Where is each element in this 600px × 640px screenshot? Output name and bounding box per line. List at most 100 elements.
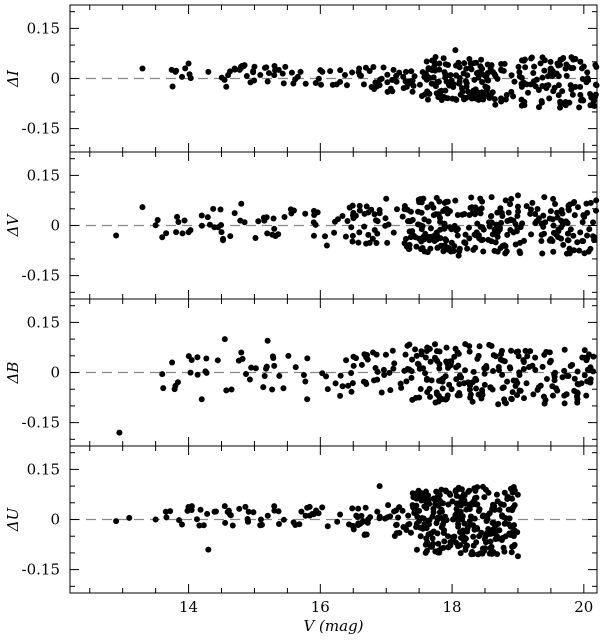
data-point [480, 512, 487, 519]
data-point [214, 357, 221, 364]
data-point [495, 401, 502, 408]
data-point [497, 244, 504, 251]
data-point [276, 372, 283, 379]
data-point [327, 68, 334, 75]
data-point [456, 78, 463, 85]
data-point [441, 538, 448, 545]
data-point [363, 531, 370, 538]
data-point [188, 356, 195, 363]
data-point [515, 353, 522, 360]
data-point [488, 548, 495, 555]
data-point [211, 224, 218, 231]
data-point [505, 209, 512, 216]
data-point [494, 209, 501, 216]
data-point [349, 505, 356, 512]
data-point [508, 396, 515, 403]
data-point [424, 96, 431, 103]
data-point [324, 523, 331, 530]
data-point [456, 381, 463, 388]
data-point [390, 365, 397, 372]
data-point [355, 505, 362, 512]
data-point [528, 54, 535, 61]
data-point [550, 248, 557, 255]
data-point [473, 539, 480, 546]
data-point [377, 76, 384, 83]
data-point [417, 533, 424, 540]
data-point [470, 533, 477, 540]
data-point [393, 521, 400, 528]
data-point [509, 543, 516, 550]
data-point [315, 75, 322, 82]
data-point [517, 224, 524, 231]
data-point [448, 239, 455, 246]
y-axis-label: ΔU [4, 506, 22, 532]
data-point [499, 385, 506, 392]
data-point [404, 342, 411, 349]
data-point [530, 69, 537, 76]
data-point [343, 82, 350, 89]
data-point [228, 386, 235, 393]
data-point [374, 508, 381, 515]
data-point [399, 507, 406, 514]
data-point [385, 221, 392, 228]
data-point [399, 213, 406, 220]
data-point [535, 86, 542, 93]
data-point [547, 237, 554, 244]
data-point [532, 211, 539, 218]
data-point [466, 235, 473, 242]
data-point [372, 364, 379, 371]
data-point [261, 372, 268, 379]
data-point [486, 510, 493, 517]
data-point [492, 353, 499, 360]
data-point [506, 515, 513, 522]
data-point [337, 511, 344, 518]
y-tick-label: 0.15 [27, 460, 60, 478]
data-point [280, 80, 287, 87]
data-point [509, 529, 516, 536]
data-point [285, 352, 292, 359]
data-point [378, 389, 385, 396]
data-point [489, 231, 496, 238]
data-point [430, 204, 437, 211]
data-point [139, 204, 146, 211]
data-point [425, 345, 432, 352]
data-point [407, 208, 414, 215]
data-point [217, 206, 224, 213]
data-point [441, 396, 448, 403]
data-point [574, 368, 581, 375]
data-point [489, 89, 496, 96]
data-point [510, 93, 517, 100]
panel-3: -0.15 0 0.15 ΔU [4, 445, 598, 594]
data-point [563, 218, 570, 225]
data-point [581, 347, 588, 354]
data-point [169, 359, 176, 366]
data-point [523, 380, 530, 387]
data-point [419, 223, 426, 230]
data-point [454, 232, 461, 239]
data-point [324, 386, 331, 393]
data-point [433, 230, 440, 237]
data-point [461, 492, 468, 499]
data-point [387, 387, 394, 394]
data-point [455, 252, 462, 259]
data-point [433, 348, 440, 355]
data-point [584, 232, 591, 239]
data-point [420, 233, 427, 240]
data-point [587, 364, 594, 371]
data-point [370, 64, 377, 71]
data-point [546, 215, 553, 222]
data-point [368, 206, 375, 213]
data-point [456, 389, 463, 396]
data-point [441, 220, 448, 227]
data-point [524, 353, 531, 360]
data-point [196, 522, 203, 529]
data-point [264, 512, 271, 519]
data-point [432, 548, 439, 555]
data-point [496, 527, 503, 534]
data-point [442, 61, 449, 68]
data-point [319, 68, 326, 75]
data-point [346, 204, 353, 211]
data-point [218, 221, 225, 228]
data-point [469, 501, 476, 508]
data-point [546, 359, 553, 366]
